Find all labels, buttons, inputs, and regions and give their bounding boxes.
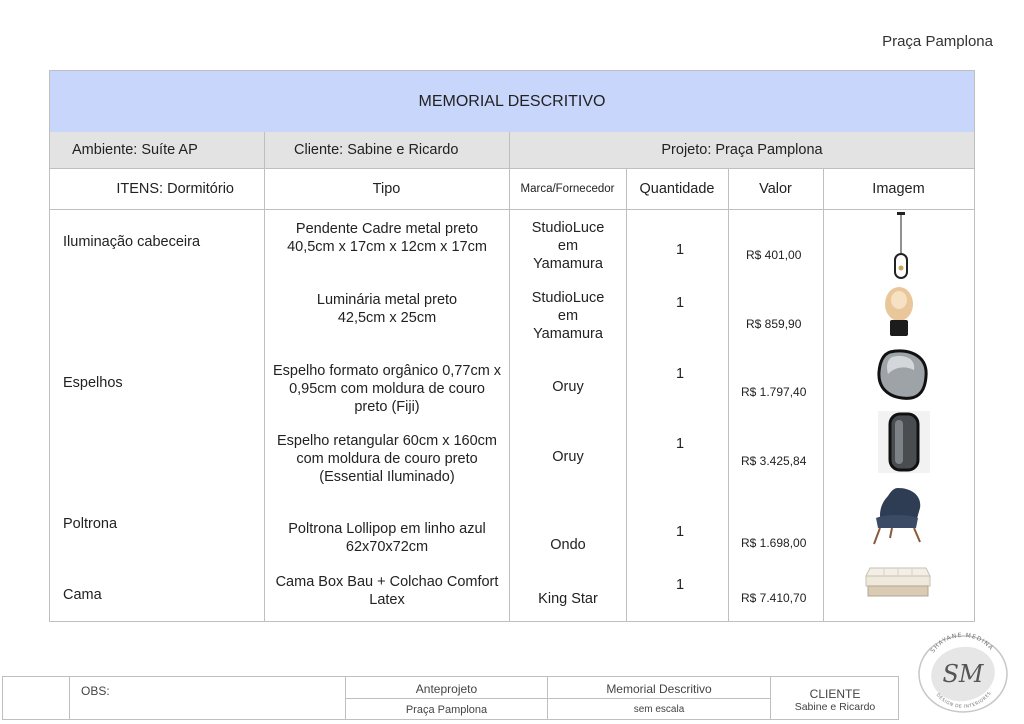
group-cama: Cama bbox=[63, 587, 102, 603]
top-project-name: Praça Pamplona bbox=[882, 33, 993, 50]
table-row-4-tipo: Espelho retangular 60cm x 160cm com moldu… bbox=[276, 433, 498, 485]
table-row-6-tipo: Cama Box Bau + Colchao Comfort Latex bbox=[275, 574, 499, 608]
info-bar: Ambiente: Suíte AP Cliente: Sabine e Ric… bbox=[50, 132, 974, 169]
table-row-3-qtd: 1 bbox=[675, 366, 685, 382]
bed-icon bbox=[865, 567, 931, 597]
table-row-3-marca: Oruy bbox=[552, 379, 584, 395]
header-quantidade: Quantidade bbox=[639, 180, 715, 197]
table-row-1-marca: StudioLuce em Yamamura bbox=[531, 220, 605, 272]
table-row-5-marca: Ondo bbox=[550, 537, 586, 553]
header-itens: ITENS: Dormitório bbox=[116, 180, 234, 197]
table-row-4-qtd: 1 bbox=[675, 436, 685, 452]
sheet-title: MEMORIAL DESCRITIVO bbox=[50, 71, 974, 133]
logo-initials: SM bbox=[942, 660, 984, 688]
table-lamp-icon bbox=[885, 287, 913, 336]
table-row-5-valor: R$ 1.698,00 bbox=[741, 536, 807, 550]
table-row-1-qtd: 1 bbox=[675, 242, 685, 258]
group-iluminacao: Iluminação cabeceira bbox=[63, 234, 201, 250]
header-valor: Valor bbox=[759, 180, 792, 197]
group-poltrona: Poltrona bbox=[63, 516, 118, 532]
rectangular-mirror-icon bbox=[878, 411, 930, 473]
stage-label: Anteprojeto bbox=[415, 682, 478, 696]
header-marca: Marca/Fornecedor bbox=[520, 182, 615, 195]
designer-logo: SHAYANE MEDINA DESIGN DE INTERIORES SM bbox=[918, 632, 1008, 713]
table-row-6-valor: R$ 7.410,70 bbox=[741, 591, 807, 605]
table-row-3-valor: R$ 1.797,40 bbox=[741, 385, 807, 399]
header-tipo: Tipo bbox=[372, 180, 401, 197]
group-espelhos: Espelhos bbox=[63, 375, 123, 391]
table-row-4-valor: R$ 3.425,84 bbox=[741, 454, 807, 468]
table-row-2-qtd: 1 bbox=[675, 295, 685, 311]
table-row-1-tipo: Pendente Cadre metal preto 40,5cm x 17cm … bbox=[287, 221, 487, 255]
table-row-5-qtd: 1 bbox=[675, 524, 685, 540]
table-row-2-marca: StudioLuce em Yamamura bbox=[531, 290, 605, 342]
memorial-sheet bbox=[49, 70, 975, 622]
table-row-4-marca: Oruy bbox=[552, 449, 584, 465]
table-row-6-marca: King Star bbox=[538, 591, 598, 607]
projeto-label: Projeto: Praça Pamplona bbox=[661, 142, 823, 158]
table-row-2-valor: R$ 859,90 bbox=[746, 317, 802, 331]
armchair-icon bbox=[873, 488, 921, 545]
obs-label: OBS: bbox=[81, 684, 110, 698]
client-name: Sabine e Ricardo bbox=[794, 701, 876, 713]
document-label: Memorial Descritivo bbox=[606, 682, 712, 696]
table-row-2-tipo: Luminária metal preto 42,5cm x 25cm bbox=[316, 292, 458, 326]
ambiente-label: Ambiente: Suíte AP bbox=[72, 142, 198, 158]
table-row-6-qtd: 1 bbox=[675, 577, 685, 593]
stage-subtitle: Praça Pamplona bbox=[405, 704, 488, 716]
organic-mirror-icon bbox=[877, 349, 928, 400]
column-headers: ITENS: Dormitório Tipo Marca/Fornecedor … bbox=[50, 168, 974, 210]
title-block: OBS: Anteprojeto Praça Pamplona Memorial… bbox=[2, 676, 899, 720]
table-row-3-tipo: Espelho formato orgânico 0,77cm x 0,95cm … bbox=[272, 363, 502, 415]
header-imagem: Imagem bbox=[872, 180, 925, 197]
pendant-lamp-icon bbox=[894, 212, 908, 279]
cliente-label: Cliente: Sabine e Ricardo bbox=[294, 142, 459, 158]
table-row-1-valor: R$ 401,00 bbox=[746, 248, 802, 262]
client-heading: CLIENTE bbox=[809, 687, 861, 701]
scale-label: sem escala bbox=[633, 704, 685, 715]
table-row-5-tipo: Poltrona Lollipop em linho azul 62x70x72c… bbox=[288, 521, 486, 555]
